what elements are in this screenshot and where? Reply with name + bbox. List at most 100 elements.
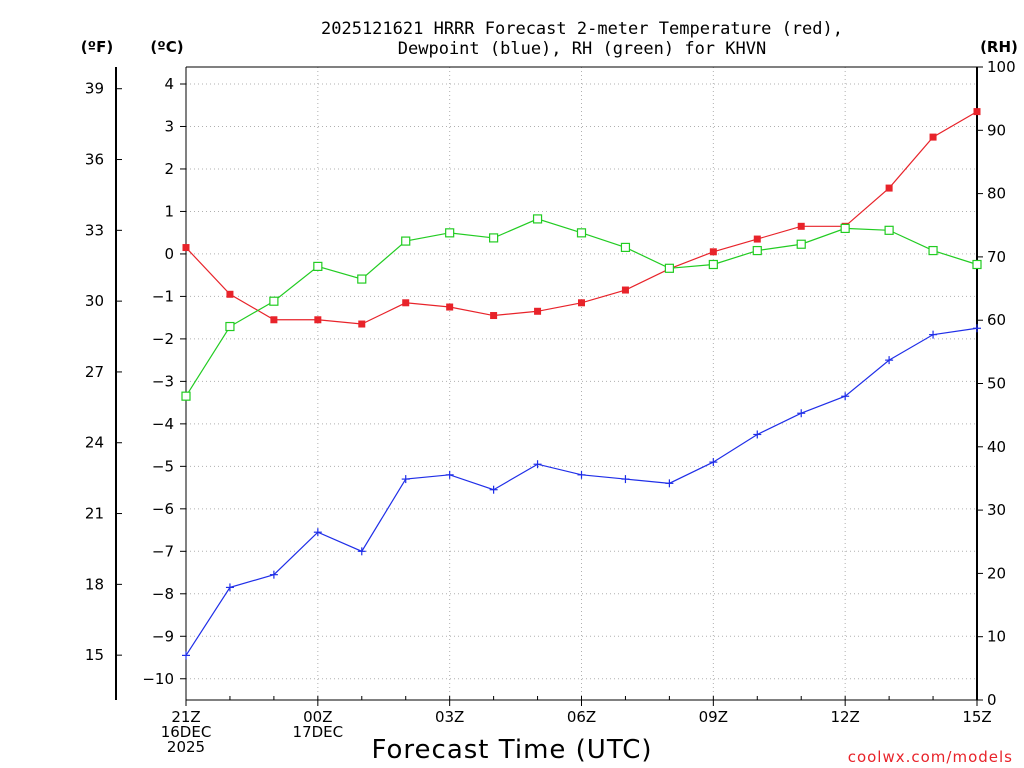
x-axis-label: Forecast Time (UTC): [371, 735, 652, 765]
dewpoint-point: [313, 528, 322, 537]
dewpoint-point: [357, 547, 366, 556]
chart-title-line2: Dewpoint (blue), RH (green) for KHVN: [398, 39, 766, 59]
dewpoint-point: [182, 651, 190, 660]
rh-tick-label: 90: [987, 121, 1006, 139]
dewpoint-point: [445, 470, 454, 479]
rh-point: [752, 245, 762, 256]
rh-point: [532, 214, 543, 224]
rh-point: [181, 391, 191, 401]
fahrenheit-tick-label: 27: [85, 363, 104, 381]
rh-point: [972, 259, 982, 270]
rh-tick-label: 50: [987, 375, 1006, 393]
fahrenheit-tick-label: 18: [85, 575, 104, 593]
dewpoint-point: [929, 330, 938, 339]
temperature-point: [490, 312, 498, 320]
rh-point: [576, 228, 587, 238]
celsius-tick-label: 3: [164, 117, 174, 135]
x-tick-label: 00Z: [303, 708, 332, 726]
rh-tick-label: 80: [987, 185, 1006, 203]
celsius-tick-label: −9: [152, 627, 174, 645]
rh-point: [225, 321, 235, 332]
celsius-tick-label: −2: [152, 330, 174, 348]
celsius-tick-label: 4: [164, 75, 174, 93]
fahrenheit-tick-label: 21: [85, 505, 104, 523]
temperature-point: [446, 303, 454, 311]
rh-tick-label: 40: [987, 438, 1006, 456]
celsius-tick-label: −4: [152, 415, 174, 433]
x-tick-label: 03Z: [435, 708, 464, 726]
temperature-point: [402, 299, 410, 307]
rh-point: [269, 296, 279, 306]
series-layer: [181, 108, 982, 660]
fahrenheit-tick-label: 39: [85, 80, 104, 98]
dewpoint-point: [489, 485, 498, 494]
rh-tick-label: 30: [987, 501, 1006, 519]
rh-point: [445, 228, 455, 238]
x-tick-label: 21Z: [171, 708, 200, 726]
temperature-point: [358, 320, 366, 328]
x-tick-label: 15Z: [962, 708, 991, 726]
rh-point: [357, 274, 367, 284]
fahrenheit-unit-label: (ºF): [81, 38, 113, 56]
celsius-tick-label: −8: [152, 585, 174, 603]
dewpoint-point: [401, 475, 410, 484]
x-tick-label: 16DEC: [161, 723, 212, 741]
fahrenheit-tick-label: 36: [85, 151, 104, 169]
rh-point: [884, 225, 894, 235]
celsius-tick-label: −10: [142, 670, 174, 688]
dewpoint-point: [621, 475, 630, 484]
dewpoint-point: [885, 356, 894, 365]
dewpoint-point: [225, 583, 234, 592]
grid-lines: [186, 67, 977, 700]
temperature-point: [182, 244, 190, 252]
celsius-tick-label: −5: [152, 457, 174, 475]
dewpoint-point: [577, 470, 586, 479]
temperature-point: [534, 307, 542, 315]
dewpoint-point: [797, 409, 806, 418]
dewpoint-point: [709, 458, 718, 467]
celsius-tick-label: 1: [164, 202, 174, 220]
celsius-unit-label: (ºC): [150, 38, 183, 56]
dewpoint-point: [269, 570, 278, 579]
rh-tick-label: 70: [987, 248, 1006, 266]
celsius-tick-label: 0: [164, 245, 174, 263]
temperature-point: [709, 248, 717, 256]
axes: 43210−1−2−3−4−5−6−7−8−9−1039363330272421…: [85, 58, 1016, 709]
fahrenheit-tick-label: 15: [85, 646, 104, 664]
temperature-point: [226, 290, 234, 298]
rh-point: [664, 263, 674, 273]
rh-tick-label: 10: [987, 628, 1006, 646]
rh-tick-label: 20: [987, 564, 1006, 582]
rh-unit-label: (RH): [980, 38, 1018, 56]
temperature-point: [929, 133, 937, 141]
celsius-tick-label: −1: [152, 287, 174, 305]
x-tick-label: 2025: [167, 738, 205, 756]
dewpoint-point: [973, 324, 981, 333]
dewpoint-point: [665, 479, 674, 488]
rh-tick-label: 0: [987, 691, 997, 709]
temperature-point: [578, 299, 585, 307]
dewpoint-point: [841, 392, 850, 401]
temperature-point: [973, 108, 981, 116]
rh-point: [620, 242, 631, 253]
rh-point: [489, 233, 499, 243]
temperature-point: [797, 222, 805, 230]
rh-tick-label: 60: [987, 311, 1006, 329]
temperature-point: [270, 316, 278, 324]
dewpoint-point: [753, 430, 762, 439]
temperature-point: [314, 316, 322, 324]
x-tick-label: 06Z: [567, 708, 596, 726]
rh-tick-label: 100: [987, 58, 1016, 76]
dewpoint-point: [533, 460, 542, 469]
celsius-tick-label: −7: [152, 542, 174, 560]
temperature-point: [885, 184, 893, 192]
fahrenheit-tick-label: 24: [85, 434, 104, 452]
x-tick-label: 17DEC: [293, 723, 344, 741]
celsius-tick-label: −3: [152, 372, 174, 390]
rh-point: [401, 236, 411, 246]
fahrenheit-tick-label: 33: [85, 221, 104, 239]
celsius-tick-label: −6: [152, 500, 174, 518]
chart-title-line1: 2025121621 HRRR Forecast 2-meter Tempera…: [321, 19, 843, 39]
rh-point: [840, 223, 850, 234]
